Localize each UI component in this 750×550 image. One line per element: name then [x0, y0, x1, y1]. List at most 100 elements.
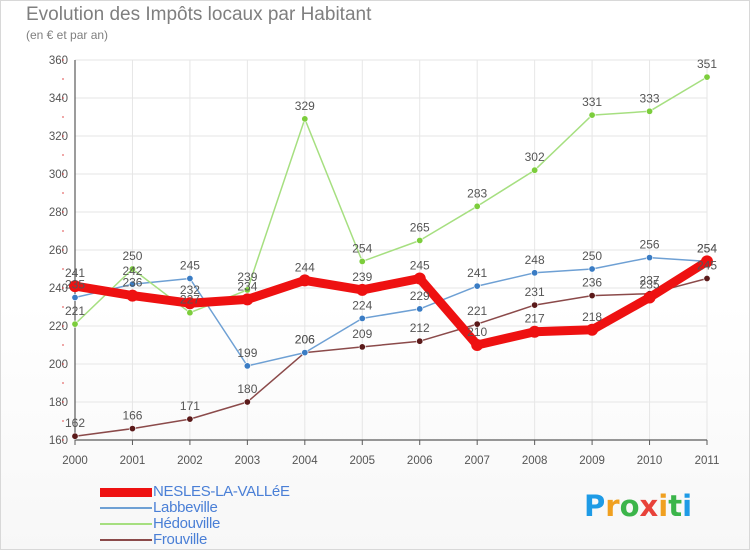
data-label-2-5: 254 [352, 241, 372, 255]
data-label-0-4: 244 [295, 260, 315, 274]
x-tick-label-9: 2009 [579, 455, 605, 467]
data-point-0-8 [528, 325, 541, 338]
series-1 [71, 254, 711, 370]
data-point-0-2 [183, 297, 196, 310]
data-label-0-2: 232 [180, 283, 200, 297]
data-label-0-7: 210 [467, 325, 487, 339]
y-tick-label-4: 240 [49, 283, 68, 295]
data-point-0-0 [69, 280, 81, 293]
x-tick-label-7: 2007 [464, 455, 490, 467]
logo-letter: r [605, 489, 620, 523]
x-tick-label-5: 2005 [349, 455, 375, 467]
y-tick-label-10: 360 [49, 55, 68, 67]
data-point-2-5 [358, 257, 366, 265]
chart-title: Evolution des Impôts locaux par Habitant [26, 4, 372, 25]
y-tick-label-0: 160 [49, 435, 68, 447]
data-label-2-7: 283 [467, 186, 487, 200]
data-point-1-0 [71, 293, 79, 301]
chart-subtitle: (en € et par an) [26, 28, 109, 42]
legend-label-1: Labbeville [153, 499, 218, 516]
x-tick-label-8: 2008 [522, 455, 548, 467]
y-tick-label-2: 200 [49, 359, 68, 371]
data-label-2-9: 331 [582, 95, 602, 109]
data-point-2-8 [531, 166, 539, 174]
data-point-2-2 [186, 309, 194, 317]
data-label-2-3: 239 [237, 270, 257, 284]
logo-letter: P [584, 489, 606, 523]
data-label-3-6: 212 [410, 321, 430, 335]
data-point-2-7 [473, 202, 481, 210]
data-label-0-10: 235 [640, 278, 660, 292]
data-label-0-8: 217 [525, 312, 545, 326]
data-label-1-8: 248 [525, 253, 545, 267]
data-label-2-11: 351 [697, 57, 717, 71]
data-label-2-8: 302 [525, 150, 545, 164]
y-tick-label-8: 320 [49, 131, 68, 143]
data-label-3-5: 209 [352, 327, 372, 341]
logo-letter: o [619, 489, 640, 523]
data-point-2-10 [646, 107, 654, 115]
legend-swatch-3 [100, 539, 152, 541]
logo-letter: i [658, 489, 669, 523]
series-line-3 [74, 277, 708, 437]
data-label-0-9: 218 [582, 310, 602, 324]
data-point-0-7 [471, 339, 484, 351]
legend-swatch-2 [100, 523, 152, 525]
data-point-1-1 [128, 280, 136, 288]
data-label-1-11: 254 [697, 241, 717, 255]
series-2 [71, 73, 711, 328]
data-point-3-5 [358, 343, 366, 351]
data-point-1-2 [186, 274, 194, 282]
data-point-0-6 [413, 272, 426, 285]
data-point-2-9 [588, 111, 596, 119]
data-point-0-3 [241, 293, 254, 306]
data-label-3-8: 231 [525, 285, 545, 299]
data-point-3-7 [473, 320, 481, 328]
data-label-2-1: 250 [122, 249, 142, 263]
data-point-0-9 [586, 323, 599, 336]
data-label-1-7: 241 [467, 266, 487, 280]
legend-label-3: Frouville [153, 531, 207, 548]
x-tick-label-2: 2002 [177, 455, 203, 467]
y-tick-label-9: 340 [49, 93, 68, 105]
x-tick-label-11: 2011 [695, 455, 720, 467]
data-point-3-8 [531, 301, 539, 309]
data-point-0-5 [356, 283, 369, 296]
legend-label-0: NESLES-LA-VALLéE [153, 483, 290, 500]
data-label-1-2: 245 [180, 259, 200, 273]
data-point-2-11 [703, 73, 711, 81]
data-label-1-6: 229 [410, 289, 430, 303]
data-point-3-2 [186, 415, 194, 423]
data-label-2-2: 227 [180, 293, 200, 307]
data-point-2-6 [416, 237, 424, 245]
legend-swatch-0 [100, 487, 152, 497]
data-label-0-1: 236 [122, 276, 142, 290]
data-label-3-1: 166 [122, 409, 142, 423]
series-line-0 [70, 256, 712, 350]
data-point-2-3 [243, 286, 251, 294]
x-tick-label-1: 2001 [120, 455, 146, 467]
y-tick-label-3: 220 [49, 321, 68, 333]
y-tick-label-1: 180 [49, 397, 68, 409]
y-tick-label-5: 260 [49, 245, 68, 257]
data-point-3-3 [243, 398, 251, 406]
data-label-2-4: 329 [295, 99, 315, 113]
data-point-1-8 [531, 269, 539, 277]
data-label-3-3: 180 [237, 382, 257, 396]
data-point-1-7 [473, 282, 481, 290]
data-point-0-4 [298, 274, 311, 287]
x-tick-label-10: 2010 [637, 455, 663, 467]
data-label-3-4: 206 [295, 333, 315, 347]
series-line-1 [74, 256, 708, 367]
data-label-3-7: 221 [467, 304, 487, 318]
data-point-3-0 [71, 432, 79, 440]
data-point-1-4 [301, 349, 309, 357]
data-label-1-5: 224 [352, 298, 372, 312]
data-label-1-0: 235 [65, 278, 85, 292]
y-tick-label-6: 280 [49, 207, 68, 219]
data-label-0-11: 254 [697, 241, 717, 255]
data-point-2-4 [301, 115, 309, 123]
data-point-1-5 [358, 314, 366, 322]
proxiti-logo: Proxiti [584, 489, 692, 523]
